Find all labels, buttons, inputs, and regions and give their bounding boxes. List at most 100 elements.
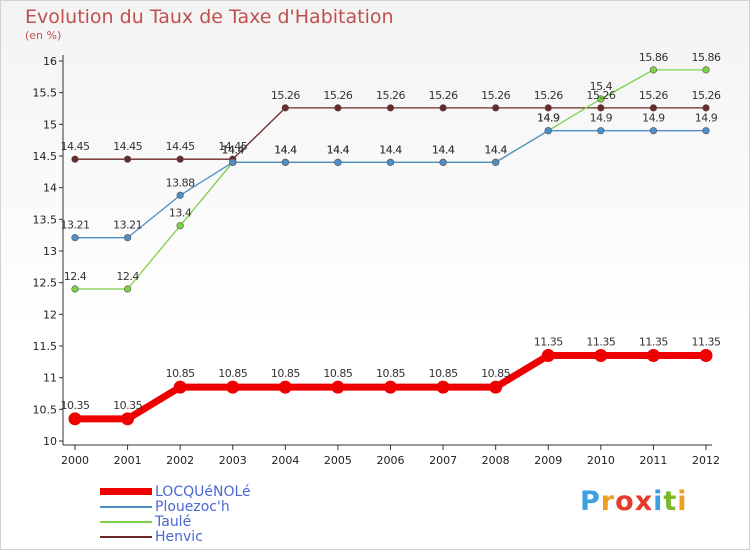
legend-item: Plouezoc'h: [100, 498, 251, 515]
chart-title: Evolution du Taux de Taxe d'Habitation: [25, 6, 394, 28]
x-tick-label: 2006: [377, 454, 405, 467]
data-label: 14.4: [222, 143, 245, 156]
data-point: [121, 412, 135, 426]
data-label: 14.9: [590, 112, 613, 125]
data-label: 14.4: [484, 143, 507, 156]
data-point: [699, 349, 713, 362]
data-label: 14.4: [432, 143, 455, 156]
data-point: [597, 104, 605, 112]
legend-swatch: [100, 535, 152, 538]
y-tick-label: 10: [43, 435, 57, 448]
logo-letter: o: [615, 486, 635, 517]
data-point: [334, 158, 342, 166]
y-tick-label: 15: [43, 118, 57, 131]
data-label: 15.26: [376, 89, 405, 102]
x-tick-label: 2011: [639, 454, 667, 467]
logo-letter: t: [663, 486, 678, 517]
data-label: 10.35: [61, 399, 90, 412]
data-label: 13.21: [113, 219, 142, 232]
y-tick-label: 11: [43, 372, 57, 385]
data-label: 15.4: [590, 80, 613, 93]
logo-letter: x: [634, 486, 654, 517]
data-label: 10.85: [271, 367, 300, 380]
x-tick-label: 2009: [534, 454, 562, 467]
data-label: 15.26: [271, 89, 300, 102]
data-point: [702, 127, 710, 135]
data-point: [544, 127, 552, 135]
data-label: 12.4: [64, 270, 87, 283]
legend-swatch: [100, 505, 152, 508]
data-label: 15.86: [639, 51, 668, 64]
legend-label: Taulé: [155, 513, 192, 530]
data-label: 14.9: [642, 112, 665, 125]
data-label: 14.4: [484, 143, 507, 156]
data-point: [123, 155, 132, 163]
legend-item: LOCQUéNOLé: [100, 484, 251, 500]
data-point: [597, 127, 605, 135]
data-point: [226, 380, 240, 394]
data-label: 14.9: [537, 112, 560, 125]
data-label: 14.9: [537, 112, 560, 125]
data-point: [544, 104, 552, 112]
data-label: 14.45: [61, 140, 90, 153]
data-label: 14.4: [379, 143, 402, 156]
x-tick-label: 2002: [166, 454, 194, 467]
data-point: [492, 158, 500, 166]
legend: LOCQUéNOLé Plouezoc'h Taulé Henvic: [100, 484, 251, 545]
data-label: 15.26: [481, 89, 510, 102]
data-point: [489, 380, 503, 394]
data-point: [173, 380, 187, 394]
y-tick-label: 12: [43, 308, 57, 321]
data-label: 14.4: [222, 143, 245, 156]
data-label: 11.35: [534, 336, 563, 349]
data-point: [649, 66, 658, 74]
legend-swatch: [100, 520, 152, 523]
legend-label: Plouezoc'h: [155, 498, 230, 515]
data-point: [386, 104, 395, 112]
data-point: [71, 285, 79, 293]
data-label: 14.4: [379, 143, 402, 156]
y-tick-label: 11.5: [33, 340, 58, 353]
data-point: [594, 349, 608, 362]
data-point: [176, 222, 184, 230]
legend-item: Henvic: [100, 529, 251, 545]
y-tick-label: 15.5: [33, 87, 58, 100]
data-label: 13.21: [61, 219, 90, 232]
data-point: [229, 158, 237, 166]
data-label: 14.45: [166, 140, 195, 153]
x-tick-label: 2012: [692, 454, 720, 467]
data-point: [71, 234, 79, 242]
data-label: 10.35: [113, 399, 142, 412]
legend-item: Taulé: [100, 513, 251, 530]
data-label: 15.86: [692, 51, 721, 64]
axes: 10 10.5 11 11.5 12 12.5 13 13.5 14 14.5 15 15.5 16 20…: [33, 55, 720, 467]
x-tick-label: 2008: [482, 454, 510, 467]
data-label: 14.45: [218, 140, 247, 153]
data-point: [281, 104, 289, 112]
logo-letter: i: [653, 486, 664, 517]
logo-letter: r: [600, 486, 616, 517]
logo-letter: P: [580, 486, 601, 517]
data-point: [334, 104, 342, 112]
data-label: 15.26: [534, 89, 563, 102]
data-label: 13.88: [166, 176, 195, 189]
x-tick-label: 2003: [219, 454, 247, 467]
data-point: [649, 104, 658, 112]
y-tick-label: 16: [43, 55, 57, 68]
chart-subtitle: (en %): [25, 29, 62, 42]
logo-letter: i: [677, 486, 688, 517]
data-point: [541, 349, 555, 362]
data-point: [597, 95, 605, 103]
data-label: 15.26: [639, 89, 668, 102]
data-label: 14.4: [327, 143, 350, 156]
data-point: [649, 127, 658, 135]
data-label: 10.85: [376, 367, 405, 380]
data-point: [176, 191, 184, 199]
y-tick-label: 10.5: [33, 403, 58, 416]
data-label: 11.35: [692, 336, 721, 349]
x-tick-label: 2005: [324, 454, 352, 467]
data-label: 14.4: [274, 143, 297, 156]
data-point: [331, 380, 345, 394]
data-point: [702, 104, 710, 112]
